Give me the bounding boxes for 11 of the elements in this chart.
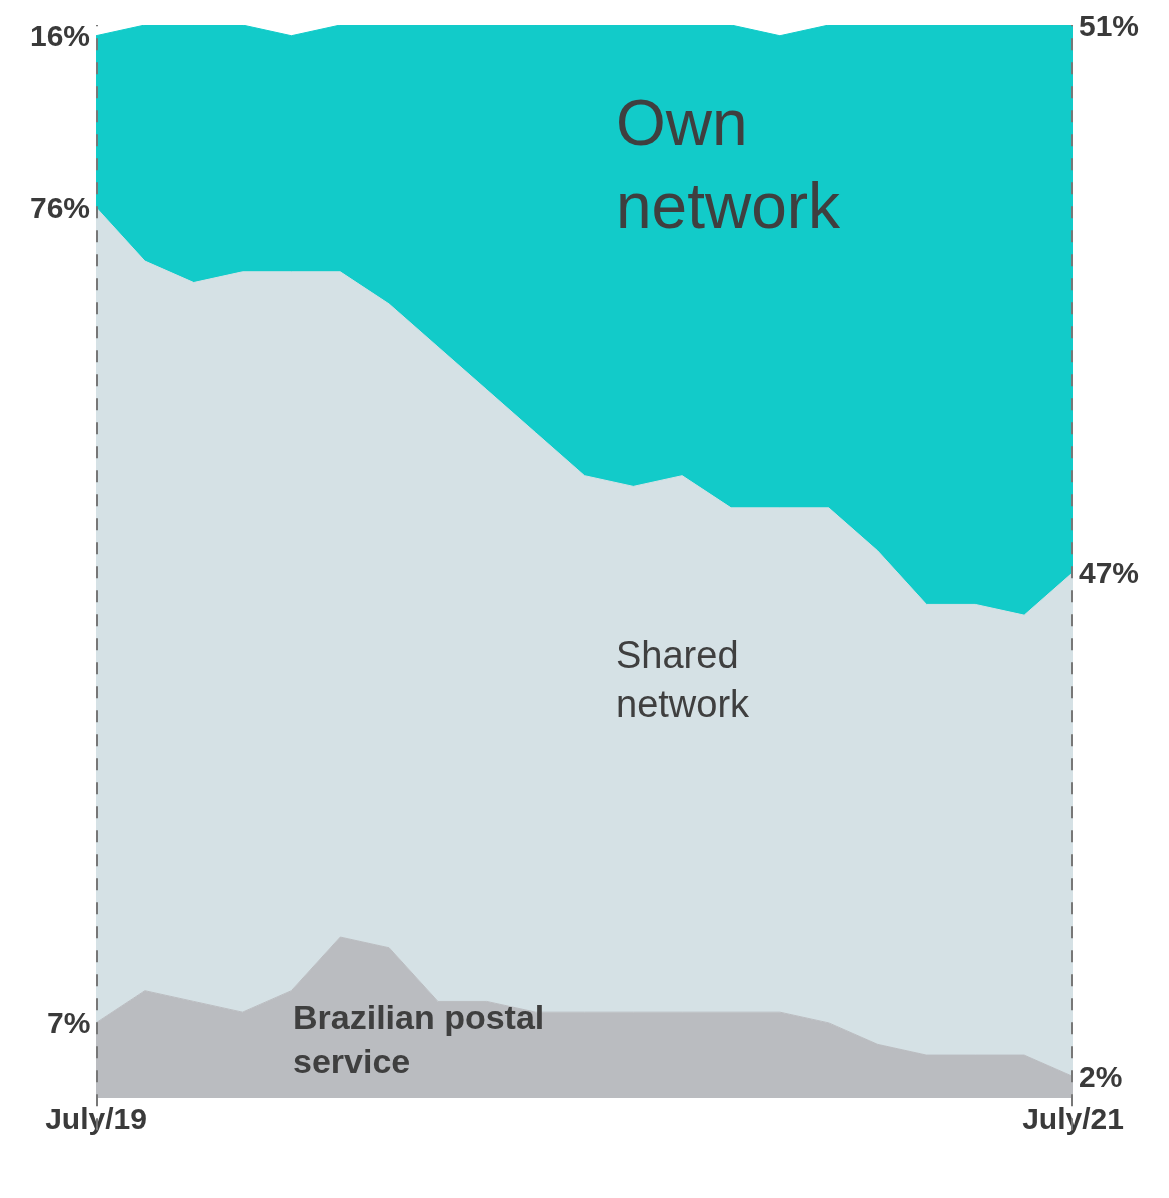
data-label: 16% <box>30 19 91 52</box>
x-tick-label: July/19 <box>45 1102 147 1135</box>
series-label: Shared network <box>616 634 751 726</box>
data-label: 7% <box>47 1006 91 1039</box>
series-label: Own network <box>616 87 842 243</box>
series-label: Brazilian postal service <box>293 998 545 1081</box>
data-label: 76% <box>30 191 91 224</box>
data-label: 51% <box>1079 9 1140 42</box>
data-label: 47% <box>1079 556 1140 589</box>
data-label: 2% <box>1079 1060 1123 1093</box>
x-tick-label: July/21 <box>1022 1102 1124 1135</box>
